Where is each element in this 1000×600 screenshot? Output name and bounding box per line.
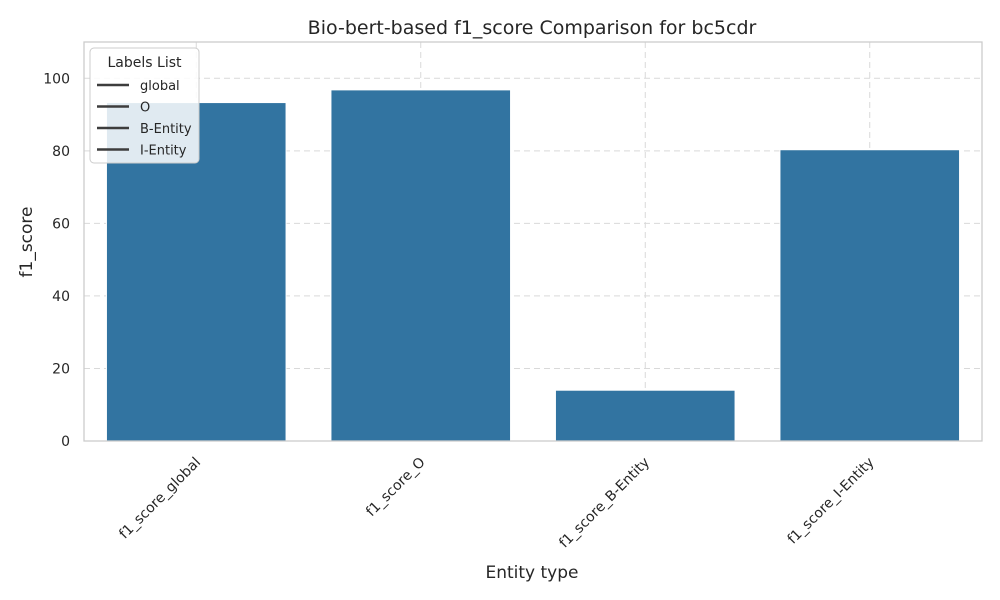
legend-entries: global O B-Entity I-Entity <box>97 79 192 159</box>
bar <box>779 149 961 442</box>
bars-layer <box>105 89 961 442</box>
y-axis-label: f1_score <box>17 207 37 278</box>
legend-entry-label: B-Entity <box>140 122 192 137</box>
bar <box>554 389 736 442</box>
legend-title: Labels List <box>108 55 182 71</box>
legend-entry-label: global <box>140 79 180 94</box>
y-tick-label: 20 <box>52 361 70 377</box>
y-tick-label: 60 <box>52 216 70 232</box>
y-tick-label: 100 <box>43 71 70 87</box>
y-ticks: 0 20 40 60 80 100 <box>43 71 70 450</box>
legend-entry-label: I-Entity <box>140 144 187 159</box>
x-tick-label: f1_score_I-Entity <box>785 455 878 548</box>
plot-frame <box>83 41 983 442</box>
x-tick-label: f1_score_global <box>116 455 204 543</box>
x-axis-label: Entity type <box>485 563 578 583</box>
y-tick-label: 80 <box>52 144 70 160</box>
x-tick-label: f1_score_O <box>363 455 428 520</box>
x-ticks: f1_score_global f1_score_O f1_score_B-Enti… <box>116 455 877 552</box>
y-tick-label: 0 <box>61 434 70 450</box>
legend-entry-label: O <box>140 101 150 116</box>
x-tick-label: f1_score_B-Entity <box>556 455 653 552</box>
legend: Labels List global O B-Entity I-Entity <box>89 47 200 164</box>
y-tick-label: 40 <box>52 289 70 305</box>
bar <box>330 89 512 442</box>
chart-title: Bio-bert-based f1_score Comparison for b… <box>308 17 757 39</box>
legend-box <box>89 47 200 164</box>
